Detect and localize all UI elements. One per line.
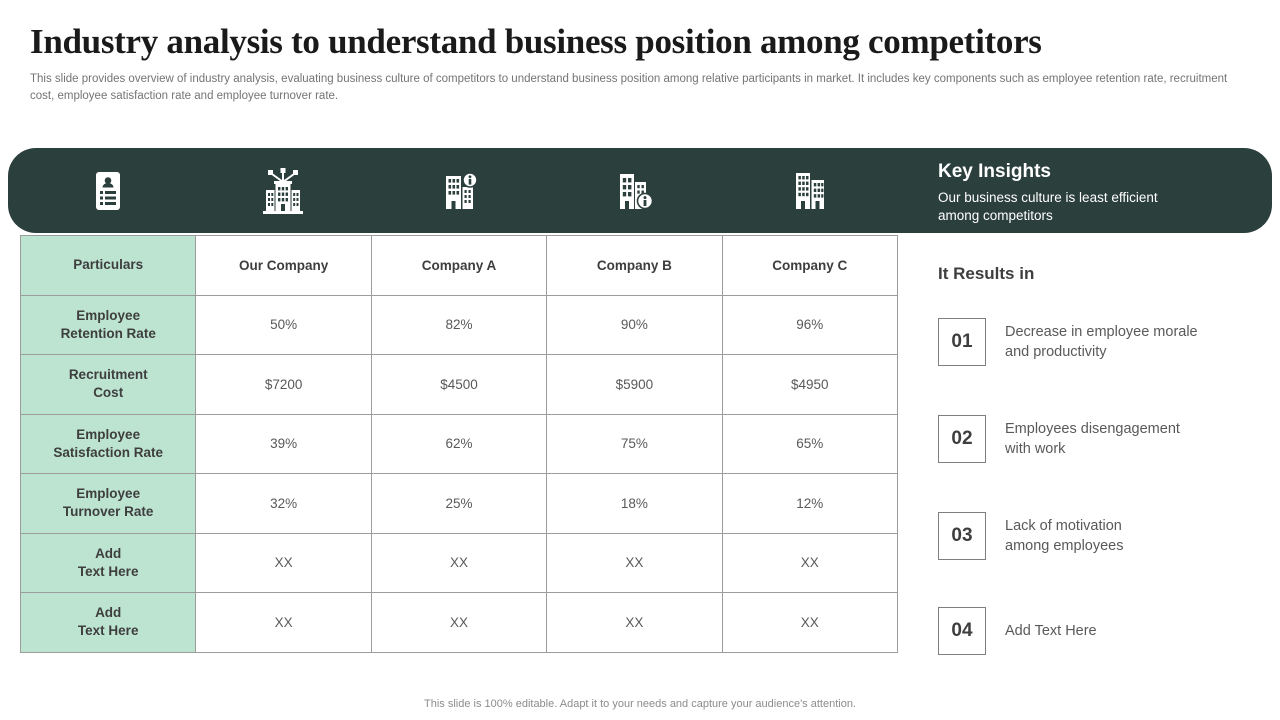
result-item-03: 03 Lack of motivation among employees — [938, 512, 1268, 560]
table-cell: XX — [195, 592, 372, 653]
table-cell: XX — [546, 532, 723, 593]
header-company-b: Company B — [546, 235, 723, 296]
key-insights-title: Key Insights — [938, 161, 1051, 182]
table-row: Recruitment Cost $7200 $4500 $5900 $4950 — [19, 354, 899, 415]
editable-note: This slide is 100% editable. Adapt it to… — [424, 698, 856, 710]
buildings-info-bottom-icon — [547, 148, 723, 233]
result-item-04: 04 Add Text Here — [938, 607, 1268, 655]
header-company-c: Company C — [721, 235, 899, 296]
table-cell: $5900 — [546, 354, 723, 415]
table-cell: 25% — [370, 473, 548, 534]
header-our-company: Our Company — [195, 235, 372, 296]
table-cell: 96% — [721, 294, 899, 355]
table-cell: XX — [721, 532, 899, 593]
result-number-box: 01 — [938, 318, 986, 366]
table-row: Employee Retention Rate 50% 82% 90% 96% — [19, 294, 899, 355]
table-cell: 90% — [546, 294, 723, 355]
buildings-info-top-icon — [371, 148, 547, 233]
row-label-cell: Employee Retention Rate — [19, 294, 197, 355]
table-cell: 50% — [195, 294, 372, 355]
table-cell: $4500 — [370, 354, 548, 415]
result-item-01: 01 Decrease in employee morale and produ… — [938, 318, 1268, 366]
result-number-box: 03 — [938, 512, 986, 560]
table-row: Employee Turnover Rate 32% 25% 18% 12% — [19, 473, 899, 534]
resume-list-icon — [20, 148, 196, 233]
header-particulars: Particulars — [19, 235, 197, 296]
table-cell: 12% — [721, 473, 899, 534]
table-header-row: Particulars Our Company Company A Compan… — [19, 235, 899, 296]
results-title: It Results in — [938, 264, 1035, 283]
row-label-cell: Employee Satisfaction Rate — [19, 413, 197, 474]
table-row: Add Text Here XX XX XX XX — [19, 592, 899, 653]
company-flags-building-icon — [196, 148, 372, 233]
slide-description: This slide provides overview of industry… — [30, 73, 1228, 103]
table-cell: 82% — [370, 294, 548, 355]
row-label-cell: Recruitment Cost — [19, 354, 197, 415]
table-row: Add Text Here XX XX XX XX — [19, 532, 899, 593]
table-cell: $4950 — [721, 354, 899, 415]
row-label-cell: Employee Turnover Rate — [19, 473, 197, 534]
office-buildings-icon — [722, 148, 898, 233]
result-item-text: Decrease in employee morale and producti… — [1005, 324, 1198, 360]
result-item-text: Employees disengagement with work — [1005, 421, 1180, 457]
result-item-text: Lack of motivation among employees — [1005, 518, 1124, 554]
table-cell: XX — [721, 592, 899, 653]
table-cell: 32% — [195, 473, 372, 534]
table-cell: 39% — [195, 413, 372, 474]
table-cell: 18% — [546, 473, 723, 534]
table-cell: $7200 — [195, 354, 372, 415]
result-item-text: Add Text Here — [1005, 623, 1097, 639]
table-cell: XX — [195, 532, 372, 593]
competitor-table: Particulars Our Company Company A Compan… — [19, 235, 899, 653]
table-cell: XX — [370, 532, 548, 593]
table-cell: XX — [546, 592, 723, 653]
result-item-02: 02 Employees disengagement with work — [938, 415, 1268, 463]
row-label-cell: Add Text Here — [19, 592, 197, 653]
table-cell: 75% — [546, 413, 723, 474]
table-cell: 65% — [721, 413, 899, 474]
result-number-box: 02 — [938, 415, 986, 463]
page-title: Industry analysis to understand business… — [30, 22, 1042, 61]
table-cell: XX — [370, 592, 548, 653]
table-row: Employee Satisfaction Rate 39% 62% 75% 6… — [19, 413, 899, 474]
key-insights-block: Key Insights Our business culture is lea… — [938, 161, 1258, 225]
key-insights-text: Our business culture is least efficient … — [938, 190, 1158, 224]
header-company-a: Company A — [370, 235, 548, 296]
table-cell: 62% — [370, 413, 548, 474]
result-number-box: 04 — [938, 607, 986, 655]
banner-icon-row — [20, 148, 898, 233]
row-label-cell: Add Text Here — [19, 532, 197, 593]
